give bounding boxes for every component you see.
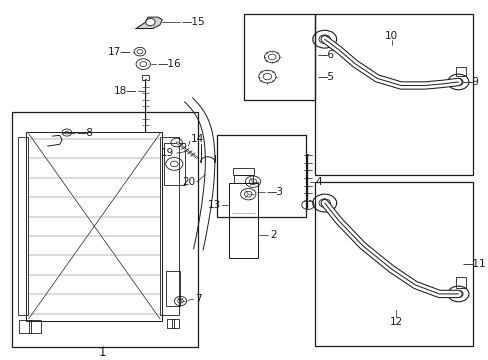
Text: 19: 19 bbox=[161, 148, 174, 158]
Bar bbox=[233, 175, 253, 184]
Polygon shape bbox=[136, 17, 162, 28]
Text: 1: 1 bbox=[99, 346, 106, 359]
Bar bbox=[26, 132, 162, 321]
Bar bbox=[229, 184, 257, 258]
Bar bbox=[217, 135, 305, 217]
Bar bbox=[18, 137, 28, 315]
Text: —8: —8 bbox=[76, 127, 93, 138]
Bar bbox=[163, 143, 185, 185]
Text: —11: —11 bbox=[461, 258, 485, 269]
Text: —16: —16 bbox=[157, 59, 181, 69]
Text: 18—: 18— bbox=[113, 86, 137, 96]
Bar bbox=[455, 277, 465, 288]
Bar bbox=[314, 14, 472, 175]
Bar bbox=[12, 112, 198, 347]
Text: —15: —15 bbox=[181, 17, 204, 27]
Text: 20: 20 bbox=[183, 177, 195, 187]
Bar bbox=[243, 14, 314, 100]
Bar bbox=[29, 320, 41, 333]
Text: —5: —5 bbox=[317, 72, 334, 82]
Text: 10: 10 bbox=[384, 31, 397, 41]
Bar bbox=[166, 271, 180, 306]
Bar bbox=[167, 319, 174, 328]
Bar bbox=[455, 67, 465, 76]
Text: 7: 7 bbox=[194, 294, 201, 304]
Bar bbox=[314, 182, 472, 346]
Bar bbox=[142, 75, 149, 80]
Text: 2: 2 bbox=[269, 230, 276, 240]
Text: —6: —6 bbox=[317, 50, 334, 60]
Bar bbox=[233, 168, 253, 175]
Text: 12: 12 bbox=[389, 318, 402, 328]
Text: 4: 4 bbox=[314, 177, 321, 187]
Text: 14: 14 bbox=[191, 134, 204, 144]
Text: —9: —9 bbox=[461, 77, 478, 87]
Bar bbox=[172, 319, 179, 328]
Bar bbox=[19, 320, 31, 333]
Text: 13: 13 bbox=[207, 200, 220, 210]
Bar bbox=[160, 137, 179, 315]
Text: 17—: 17— bbox=[107, 47, 131, 57]
Circle shape bbox=[145, 18, 155, 26]
Text: —3: —3 bbox=[266, 187, 283, 197]
